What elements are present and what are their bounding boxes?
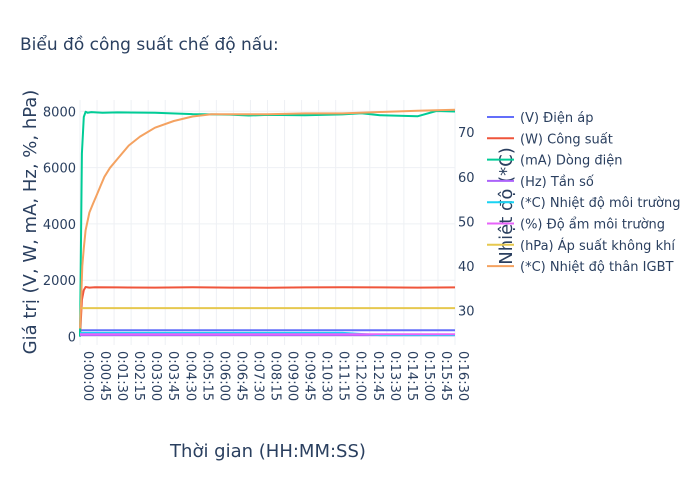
x-tick-label: 0:06:00 [216, 351, 231, 401]
legend-item[interactable]: (%) Độ ẩm môi trường [487, 218, 665, 233]
x-tick-label: 0:10:30 [319, 351, 334, 401]
x-tick-label: 0:12:45 [370, 351, 385, 401]
legend-label: (*C) Nhiệt độ môi trường [520, 196, 680, 211]
legend-item[interactable]: (mA) Dòng điện [487, 154, 623, 169]
legend-item[interactable]: (V) Điện áp [487, 111, 593, 126]
x-tick-label: 0:15:00 [421, 351, 436, 401]
y2-tick-label: 30 [458, 305, 475, 320]
y2-tick-label: 60 [458, 171, 475, 186]
legend-item[interactable]: (Hz) Tần số [487, 175, 594, 190]
x-tick-label: 0:00:00 [80, 351, 95, 401]
y-tick-label: 4000 [43, 218, 76, 233]
legend-item[interactable]: (*C) Nhiệt độ môi trường [487, 196, 680, 211]
legend-label: (Hz) Tần số [520, 175, 594, 190]
y-tick-label: 8000 [43, 105, 76, 120]
x-tick-label: 0:14:15 [404, 351, 419, 401]
legend-label: (*C) Nhiệt độ thân IGBT [520, 260, 673, 275]
legend-label: (%) Độ ẩm môi trường [520, 218, 665, 233]
x-tick-label: 0:16:30 [455, 351, 470, 401]
y-tick-label: 6000 [43, 162, 76, 177]
x-tick-label: 0:06:45 [233, 351, 248, 401]
x-tick-label: 0:03:00 [148, 351, 163, 401]
x-tick-label: 0:03:45 [165, 351, 180, 401]
x-tick-label: 0:09:00 [285, 351, 300, 401]
x-tick-label: 0:01:30 [114, 351, 129, 401]
y2-tick-label: 40 [458, 260, 475, 275]
legend-item[interactable]: (hPa) Áp suất không khí [487, 238, 675, 254]
legend-label: (hPa) Áp suất không khí [520, 238, 675, 254]
grid [79, 100, 456, 345]
legend-label: (W) Công suất [520, 132, 613, 147]
y-axis-title: Giá trị (V, W, mA, Hz, %, hPa) [20, 90, 41, 355]
y-axis-ticks: 0 2000 4000 6000 8000 [43, 105, 76, 345]
y2-axis-title: Nhiệt độ (*C) [496, 147, 517, 265]
x-axis-title: Thời gian (HH:MM:SS) [169, 441, 366, 462]
series-line [79, 286, 456, 337]
plot-area [79, 108, 456, 337]
chart-title: Biểu đồ công suất chế độ nấu: [20, 34, 279, 55]
legend-item[interactable]: (*C) Nhiệt độ thân IGBT [487, 260, 673, 275]
legend-label: (V) Điện áp [520, 111, 593, 126]
x-tick-label: 0:00:45 [97, 351, 112, 401]
legend-item[interactable]: (W) Công suất [487, 132, 613, 147]
x-tick-label: 0:04:30 [182, 351, 197, 401]
x-tick-label: 0:02:15 [131, 351, 146, 401]
x-tick-label: 0:11:15 [336, 351, 351, 401]
x-tick-label: 0:09:45 [302, 351, 317, 401]
x-axis-ticks: 0:00:00 0:00:45 0:01:30 0:02:15 0:03:00 0:03:… [80, 351, 470, 401]
y-tick-label: 0 [68, 331, 76, 346]
legend-label: (mA) Dòng điện [520, 154, 623, 169]
y-tick-label: 2000 [43, 274, 76, 289]
x-tick-label: 0:08:15 [268, 351, 283, 401]
x-tick-label: 0:12:00 [353, 351, 368, 401]
legend[interactable]: (V) Điện áp (W) Công suất (mA) Dòng điện (H… [487, 111, 680, 275]
x-tick-label: 0:07:30 [250, 351, 265, 401]
x-tick-label: 0:05:15 [199, 351, 214, 401]
x-tick-label: 0:13:30 [387, 351, 402, 401]
y2-axis-ticks: 30 40 50 60 70 [458, 126, 475, 320]
x-tick-label: 0:15:45 [438, 351, 453, 401]
y2-tick-label: 50 [458, 215, 475, 230]
y2-tick-label: 70 [458, 126, 475, 141]
series-line [79, 108, 456, 329]
